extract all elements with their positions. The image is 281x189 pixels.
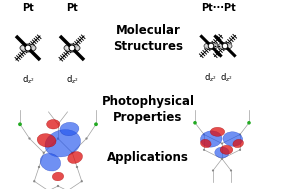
Circle shape (230, 169, 232, 172)
Circle shape (76, 166, 78, 168)
Circle shape (69, 45, 75, 51)
Circle shape (71, 152, 73, 154)
Circle shape (193, 121, 197, 125)
Circle shape (28, 137, 31, 140)
Ellipse shape (204, 43, 218, 50)
Ellipse shape (200, 139, 211, 148)
Ellipse shape (40, 153, 61, 171)
Text: $\mathregular{d_{z^2}}$: $\mathregular{d_{z^2}}$ (66, 74, 78, 86)
Circle shape (248, 122, 250, 124)
Ellipse shape (47, 119, 60, 129)
Ellipse shape (37, 134, 56, 147)
Ellipse shape (200, 131, 222, 147)
Text: Pt: Pt (66, 3, 78, 13)
Circle shape (222, 43, 228, 49)
Ellipse shape (220, 145, 233, 154)
Text: Molecular
Structures: Molecular Structures (113, 23, 183, 53)
Ellipse shape (218, 43, 232, 50)
Ellipse shape (20, 44, 36, 52)
Ellipse shape (210, 127, 225, 136)
Circle shape (95, 123, 97, 125)
Circle shape (194, 122, 196, 124)
Text: Applications: Applications (107, 152, 189, 164)
Circle shape (247, 121, 251, 125)
Circle shape (38, 166, 40, 168)
Ellipse shape (45, 130, 81, 157)
Ellipse shape (60, 122, 79, 136)
Circle shape (43, 152, 45, 154)
Circle shape (57, 137, 59, 140)
Ellipse shape (22, 46, 30, 50)
Ellipse shape (215, 147, 229, 158)
Ellipse shape (64, 44, 80, 52)
Text: Pt···Pt: Pt···Pt (201, 3, 235, 13)
Circle shape (239, 133, 241, 136)
Circle shape (18, 122, 22, 126)
Circle shape (25, 45, 31, 51)
Ellipse shape (221, 44, 226, 48)
Circle shape (212, 169, 214, 172)
Text: Photophysical
Properties: Photophysical Properties (101, 95, 194, 125)
Ellipse shape (52, 172, 64, 181)
Ellipse shape (67, 46, 74, 50)
Text: $\mathregular{d_{z^2}}$: $\mathregular{d_{z^2}}$ (22, 74, 34, 86)
Ellipse shape (223, 132, 243, 146)
Circle shape (85, 137, 88, 140)
Text: $\mathregular{d_{z^2}}$: $\mathregular{d_{z^2}}$ (220, 72, 232, 84)
Ellipse shape (68, 152, 83, 163)
Circle shape (203, 133, 205, 136)
Text: $\mathregular{d_{z^2}}$: $\mathregular{d_{z^2}}$ (204, 72, 216, 84)
Circle shape (208, 43, 214, 49)
Ellipse shape (207, 44, 212, 48)
Text: Pt: Pt (22, 3, 34, 13)
Circle shape (203, 149, 205, 151)
Circle shape (19, 123, 21, 125)
Circle shape (33, 180, 35, 182)
Circle shape (81, 180, 83, 182)
Circle shape (239, 149, 241, 151)
Circle shape (57, 185, 59, 187)
Circle shape (221, 143, 223, 145)
Ellipse shape (233, 139, 244, 148)
Circle shape (94, 122, 98, 126)
Circle shape (221, 158, 223, 160)
